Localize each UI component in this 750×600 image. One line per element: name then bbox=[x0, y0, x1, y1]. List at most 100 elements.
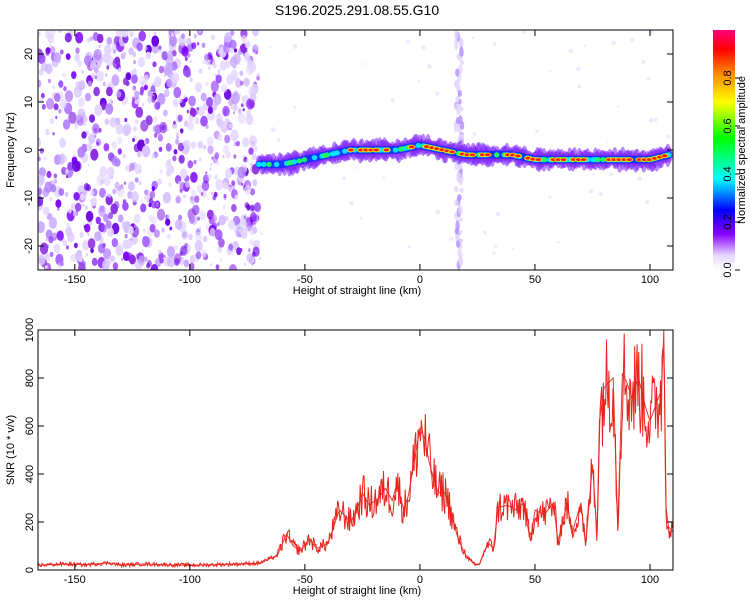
interference-blob bbox=[458, 254, 463, 266]
noise-blob bbox=[122, 251, 130, 261]
figure-title: S196.2025.291.08.55.G10 bbox=[275, 2, 439, 18]
noise-blob bbox=[57, 207, 60, 211]
signal-peak bbox=[408, 145, 415, 149]
noise-blob bbox=[141, 249, 145, 253]
noise-blob bbox=[164, 66, 171, 76]
noise-blob bbox=[178, 154, 185, 164]
noise-blob bbox=[112, 188, 117, 195]
interference-blob bbox=[455, 95, 460, 103]
noise-blob bbox=[82, 203, 85, 207]
noise-blob bbox=[250, 162, 253, 167]
noise-blob bbox=[216, 44, 224, 55]
noise-blob bbox=[203, 144, 207, 150]
noise-blob bbox=[142, 228, 146, 233]
noise-blob bbox=[79, 231, 84, 239]
noise-blob bbox=[124, 117, 128, 123]
y-tick-label: 800 bbox=[24, 369, 36, 387]
noise-blob bbox=[117, 148, 123, 155]
noise-blob bbox=[175, 138, 180, 145]
noise-blob bbox=[166, 233, 171, 240]
noise-blob bbox=[241, 182, 244, 187]
noise-blob bbox=[108, 97, 112, 103]
noise-blob bbox=[166, 128, 169, 132]
noise-blob bbox=[153, 229, 160, 238]
interference-blob bbox=[458, 38, 464, 47]
noise-dot bbox=[349, 200, 354, 206]
noise-blob bbox=[179, 128, 184, 134]
noise-blob bbox=[184, 69, 192, 78]
noise-blob bbox=[239, 219, 248, 232]
noise-blob bbox=[128, 254, 136, 265]
noise-blob bbox=[243, 215, 247, 220]
noise-blob bbox=[121, 30, 129, 38]
noise-blob bbox=[103, 143, 110, 152]
noise-blob bbox=[133, 60, 137, 65]
noise-blob bbox=[39, 147, 44, 154]
noise-blob bbox=[139, 89, 144, 96]
noise-blob bbox=[207, 66, 211, 71]
noise-blob bbox=[168, 182, 172, 187]
noise-dot bbox=[382, 176, 385, 179]
spectrogram-y-ticks: -20 -10 0 10 20 bbox=[23, 48, 673, 254]
noise-blob bbox=[90, 190, 95, 197]
noise-blob bbox=[178, 214, 183, 221]
noise-blob bbox=[212, 195, 217, 201]
noise-blob bbox=[148, 202, 152, 208]
noise-dot bbox=[492, 42, 497, 46]
noise-dot bbox=[556, 240, 560, 244]
noise-blob bbox=[205, 124, 209, 129]
noise-dot bbox=[606, 142, 609, 144]
noise-blob bbox=[131, 96, 136, 102]
noise-blob bbox=[159, 257, 164, 264]
noise-blob bbox=[44, 253, 51, 262]
noise-blob bbox=[158, 249, 162, 255]
noise-blob bbox=[169, 35, 177, 47]
noise-blob bbox=[46, 98, 55, 110]
noise-blob bbox=[103, 176, 111, 187]
noise-blob bbox=[200, 92, 207, 102]
noise-blob bbox=[169, 226, 173, 231]
noise-blob bbox=[131, 74, 138, 84]
noise-blob bbox=[97, 243, 106, 254]
noise-blob bbox=[217, 133, 223, 141]
noise-blob bbox=[85, 210, 94, 222]
noise-blob bbox=[256, 75, 260, 81]
noise-blob bbox=[64, 32, 72, 43]
colorbar-tick-label: 0.2 bbox=[722, 214, 734, 229]
noise-blob bbox=[43, 156, 47, 161]
noise-blob bbox=[246, 63, 254, 75]
noise-blob bbox=[111, 74, 120, 86]
noise-blob bbox=[144, 189, 149, 196]
interference-blob bbox=[458, 239, 464, 243]
noise-dot bbox=[646, 76, 651, 81]
noise-blob bbox=[239, 70, 244, 76]
noise-blob bbox=[144, 140, 147, 145]
noise-blob bbox=[87, 238, 96, 249]
noise-blob bbox=[236, 140, 240, 147]
signal-cyan bbox=[334, 150, 341, 156]
signal-peak bbox=[661, 154, 668, 158]
noise-blob bbox=[81, 131, 87, 139]
signal-peak bbox=[626, 158, 633, 162]
noise-blob bbox=[174, 219, 183, 230]
noise-blob bbox=[75, 81, 81, 89]
noise-blob bbox=[210, 163, 213, 167]
noise-blob bbox=[96, 33, 104, 44]
colorbar-tick-label: 0.8 bbox=[722, 70, 734, 85]
noise-blob bbox=[207, 145, 214, 155]
noise-blob bbox=[174, 245, 178, 250]
noise-blob bbox=[49, 196, 53, 201]
noise-blob bbox=[196, 107, 200, 111]
noise-blob bbox=[96, 141, 99, 146]
snr-panel: -150 -100 -50 0 50 100 0 200 400 600 800 1000 Heig… bbox=[5, 318, 674, 597]
interference-blob bbox=[459, 60, 465, 66]
y-tick-label: 20 bbox=[23, 48, 35, 60]
noise-blob bbox=[141, 145, 151, 158]
noise-blob bbox=[133, 213, 141, 224]
noise-blob bbox=[95, 216, 102, 225]
y-tick-label: 0 bbox=[23, 147, 35, 153]
noise-blob bbox=[68, 111, 77, 124]
noise-blob bbox=[166, 79, 172, 88]
noise-blob bbox=[94, 104, 103, 116]
noise-blob bbox=[217, 245, 223, 253]
